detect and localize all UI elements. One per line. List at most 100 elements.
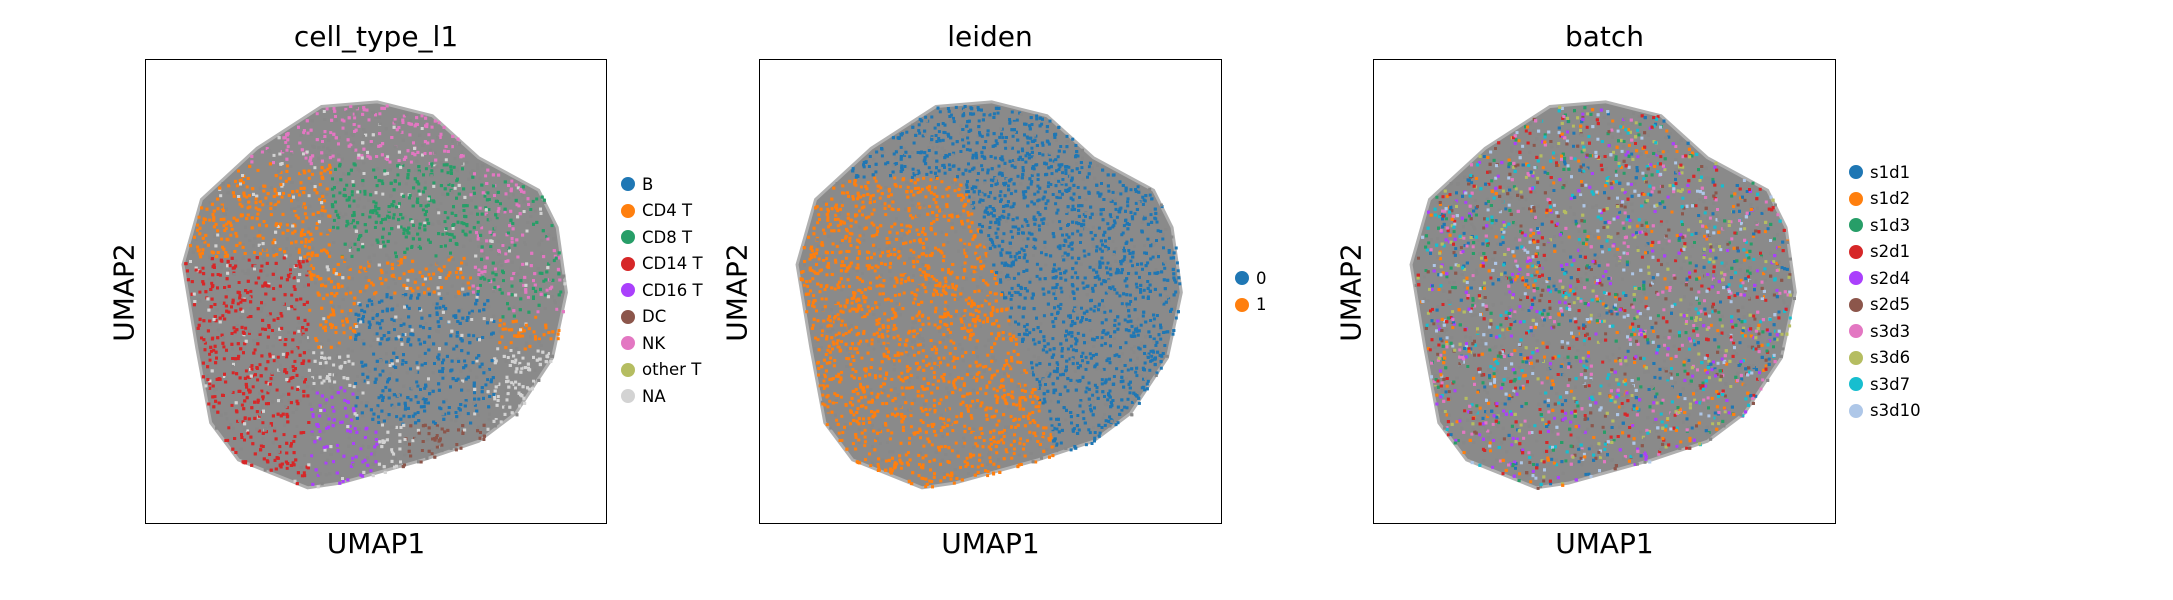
scatter-point [299, 234, 303, 238]
scatter-point [323, 325, 327, 329]
scatter-point [224, 304, 228, 308]
scatter-point [345, 110, 349, 114]
scatter-point [237, 195, 241, 198]
scatter-point [480, 245, 484, 249]
scatter-point [227, 426, 231, 430]
scatter-point [377, 144, 381, 148]
scatter-point [475, 283, 478, 287]
scatter-point [437, 222, 441, 226]
scatter-point [316, 275, 320, 278]
scatter-point [424, 167, 428, 171]
scatter-point [418, 222, 422, 226]
scatter-point [261, 437, 265, 440]
scatter-point [499, 420, 503, 424]
scatter-point [513, 360, 517, 364]
scatter-point [537, 243, 541, 247]
scatter-point [419, 204, 423, 208]
scatter-point [396, 261, 400, 265]
scatter-point [537, 337, 541, 341]
scatter-point [423, 228, 427, 232]
scatter-point [456, 177, 459, 181]
scatter-point [353, 116, 357, 120]
scatter-point [260, 150, 264, 154]
scatter-point [496, 347, 500, 351]
scatter-point [277, 136, 281, 140]
scatter-point [416, 370, 420, 374]
scatter-point [434, 254, 438, 258]
scatter-point [402, 283, 406, 287]
scatter-point [331, 405, 335, 409]
scatter-point [426, 438, 430, 442]
scatter-point [380, 153, 384, 157]
scatter-point [473, 412, 477, 416]
scatter-point [245, 198, 249, 202]
scatter-point [234, 179, 237, 183]
scatter-point [349, 241, 353, 245]
scatter-point [256, 307, 260, 311]
scatter-point [248, 194, 251, 198]
scatter-point [545, 235, 549, 239]
scatter-point [212, 225, 216, 229]
scatter-point [476, 212, 479, 216]
scatter-point [453, 157, 457, 161]
scatter-point [473, 397, 477, 401]
scatter-point [285, 278, 289, 282]
scatter-point [499, 259, 503, 263]
scatter-point [459, 403, 463, 406]
scatter-point [435, 426, 439, 430]
scatter-point [308, 257, 312, 261]
scatter-point [509, 189, 513, 193]
scatter-point [461, 424, 465, 428]
scatter-point [310, 237, 314, 241]
scatter-point [210, 337, 214, 341]
scatter-point [312, 145, 316, 149]
scatter-point [352, 112, 356, 116]
scatter-point [510, 179, 514, 183]
scatter-point [285, 247, 289, 251]
scatter-point [372, 412, 376, 416]
scatter-point [222, 210, 226, 214]
scatter-point [471, 290, 475, 294]
scatter-point [557, 293, 561, 297]
scatter-point [423, 362, 427, 365]
scatter-point [364, 229, 368, 233]
scatter-point [476, 414, 480, 418]
scatter-point [428, 195, 431, 199]
scatter-point [525, 279, 529, 283]
scatter-point [374, 460, 378, 464]
scatter-point [376, 337, 380, 341]
scatter-point [246, 375, 250, 379]
scatter-point [525, 262, 529, 266]
scatter-point [331, 154, 335, 158]
scatter-point [289, 268, 292, 272]
scatter-point [529, 208, 533, 211]
scatter-point [427, 287, 431, 291]
scatter-point [294, 264, 298, 268]
scatter-point [361, 183, 365, 187]
scatter-point [318, 183, 322, 187]
scatter-point [300, 240, 304, 244]
scatter-point [422, 201, 426, 205]
scatter-point [309, 158, 312, 162]
scatter-point [543, 307, 547, 310]
scatter-point [552, 237, 556, 241]
scatter-point [431, 139, 435, 143]
scatter-point [469, 171, 473, 175]
scatter-point [325, 293, 329, 297]
scatter-point [355, 325, 359, 328]
scatter-point [331, 424, 335, 428]
scatter-point [467, 177, 471, 181]
scatter-point [347, 144, 351, 148]
scatter-point [375, 359, 379, 363]
scatter-point [433, 422, 437, 425]
scatter-point [262, 189, 266, 193]
scatter-point [221, 245, 224, 249]
scatter-point [435, 165, 439, 169]
scatter-point [332, 391, 336, 395]
scatter-point [261, 236, 265, 240]
scatter-point [383, 169, 387, 173]
scatter-point [558, 306, 562, 310]
scatter-point [360, 360, 364, 364]
scatter-point [194, 237, 198, 241]
scatter-point [544, 323, 548, 327]
